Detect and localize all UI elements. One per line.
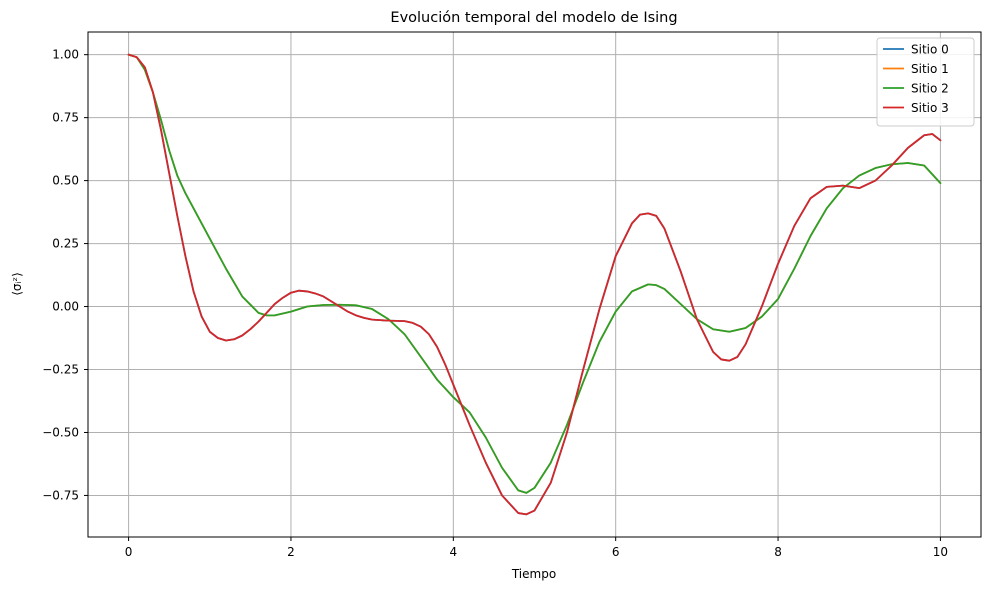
legend-label: Sitio 1 (911, 62, 949, 76)
legend-box (876, 37, 975, 127)
series-line-sitio-3 (127, 53, 942, 516)
y-tick-label: 0.50 (52, 174, 79, 188)
legend-label: Sitio 3 (911, 101, 949, 115)
x-tick-label: 2 (287, 545, 295, 559)
chart-title: Evolución temporal del modelo de Ising (390, 10, 677, 26)
y-tick-label: 0.00 (52, 300, 79, 314)
y-tick-label: 0.25 (52, 237, 79, 251)
y-tick-label: −0.50 (42, 425, 79, 439)
y-axis-label: ⟨σᵢᶻ⟩ (10, 272, 24, 296)
plot-frame (87, 31, 982, 538)
grid (88, 32, 981, 537)
y-tick-label: 1.00 (52, 48, 79, 62)
y-tick-label: 0.75 (52, 111, 79, 125)
x-axis-label: Tiempo (511, 567, 556, 581)
legend-label: Sitio 0 (911, 43, 949, 57)
plot-area (88, 32, 981, 537)
x-tick-label: 6 (612, 545, 620, 559)
series-line-sitio-2 (127, 53, 942, 494)
legend-label: Sitio 2 (911, 82, 949, 96)
x-tick-label: 8 (774, 545, 782, 559)
x-tick-label: 0 (125, 545, 133, 559)
legend: Sitio 0 Sitio 1 Sitio 2 Sitio 3 (876, 37, 975, 127)
y-tick-label: −0.75 (42, 488, 79, 502)
series-lines (127, 53, 942, 516)
axis-ticks: 0 2 4 6 8 10 −0.75 −0.50 −0.25 0.00 0.25 0.50 0.75 1.… (42, 48, 948, 559)
x-tick-label: 10 (933, 545, 948, 559)
y-tick-label: −0.25 (42, 363, 79, 377)
x-tick-label: 4 (449, 545, 457, 559)
